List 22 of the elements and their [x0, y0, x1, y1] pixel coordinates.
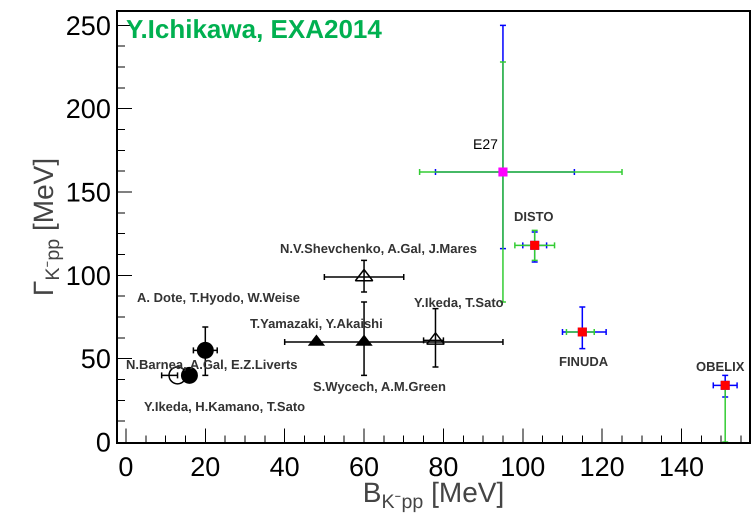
- annotation: Y.Ichikawa, EXA2014: [126, 14, 382, 44]
- y-tick-label: 0: [96, 427, 111, 458]
- y-tick-label: 50: [80, 344, 111, 374]
- x-tick-label: 20: [190, 452, 220, 482]
- annotation: N.V.Shevchenko, A.Gal, J.Mares: [280, 241, 478, 256]
- annotation: A. Dote, T.Hyodo, W.Weise: [137, 290, 300, 305]
- point: [196, 342, 214, 359]
- annotation: Y.Ikeda, T.Sato: [414, 295, 504, 310]
- annotation: FINUDA: [559, 354, 609, 369]
- x-tick-label: 140: [659, 452, 704, 482]
- annotation: DISTO: [514, 209, 554, 224]
- y-tick-label: 150: [66, 177, 111, 208]
- x-tick-label: 40: [270, 452, 300, 482]
- annotation: OBELIX: [696, 359, 745, 374]
- annotation: S.Wycech, A.M.Green: [313, 379, 446, 394]
- annotation: E27: [473, 136, 498, 152]
- y-tick-label: 100: [66, 260, 111, 291]
- annotation: Y.Ikeda, H.Kamano, T.Sato: [144, 399, 306, 414]
- x-tick-label: 120: [580, 452, 625, 482]
- y-tick-label: 250: [66, 10, 111, 41]
- y-tick-label: 200: [66, 94, 111, 124]
- x-tick-label: 0: [118, 452, 134, 482]
